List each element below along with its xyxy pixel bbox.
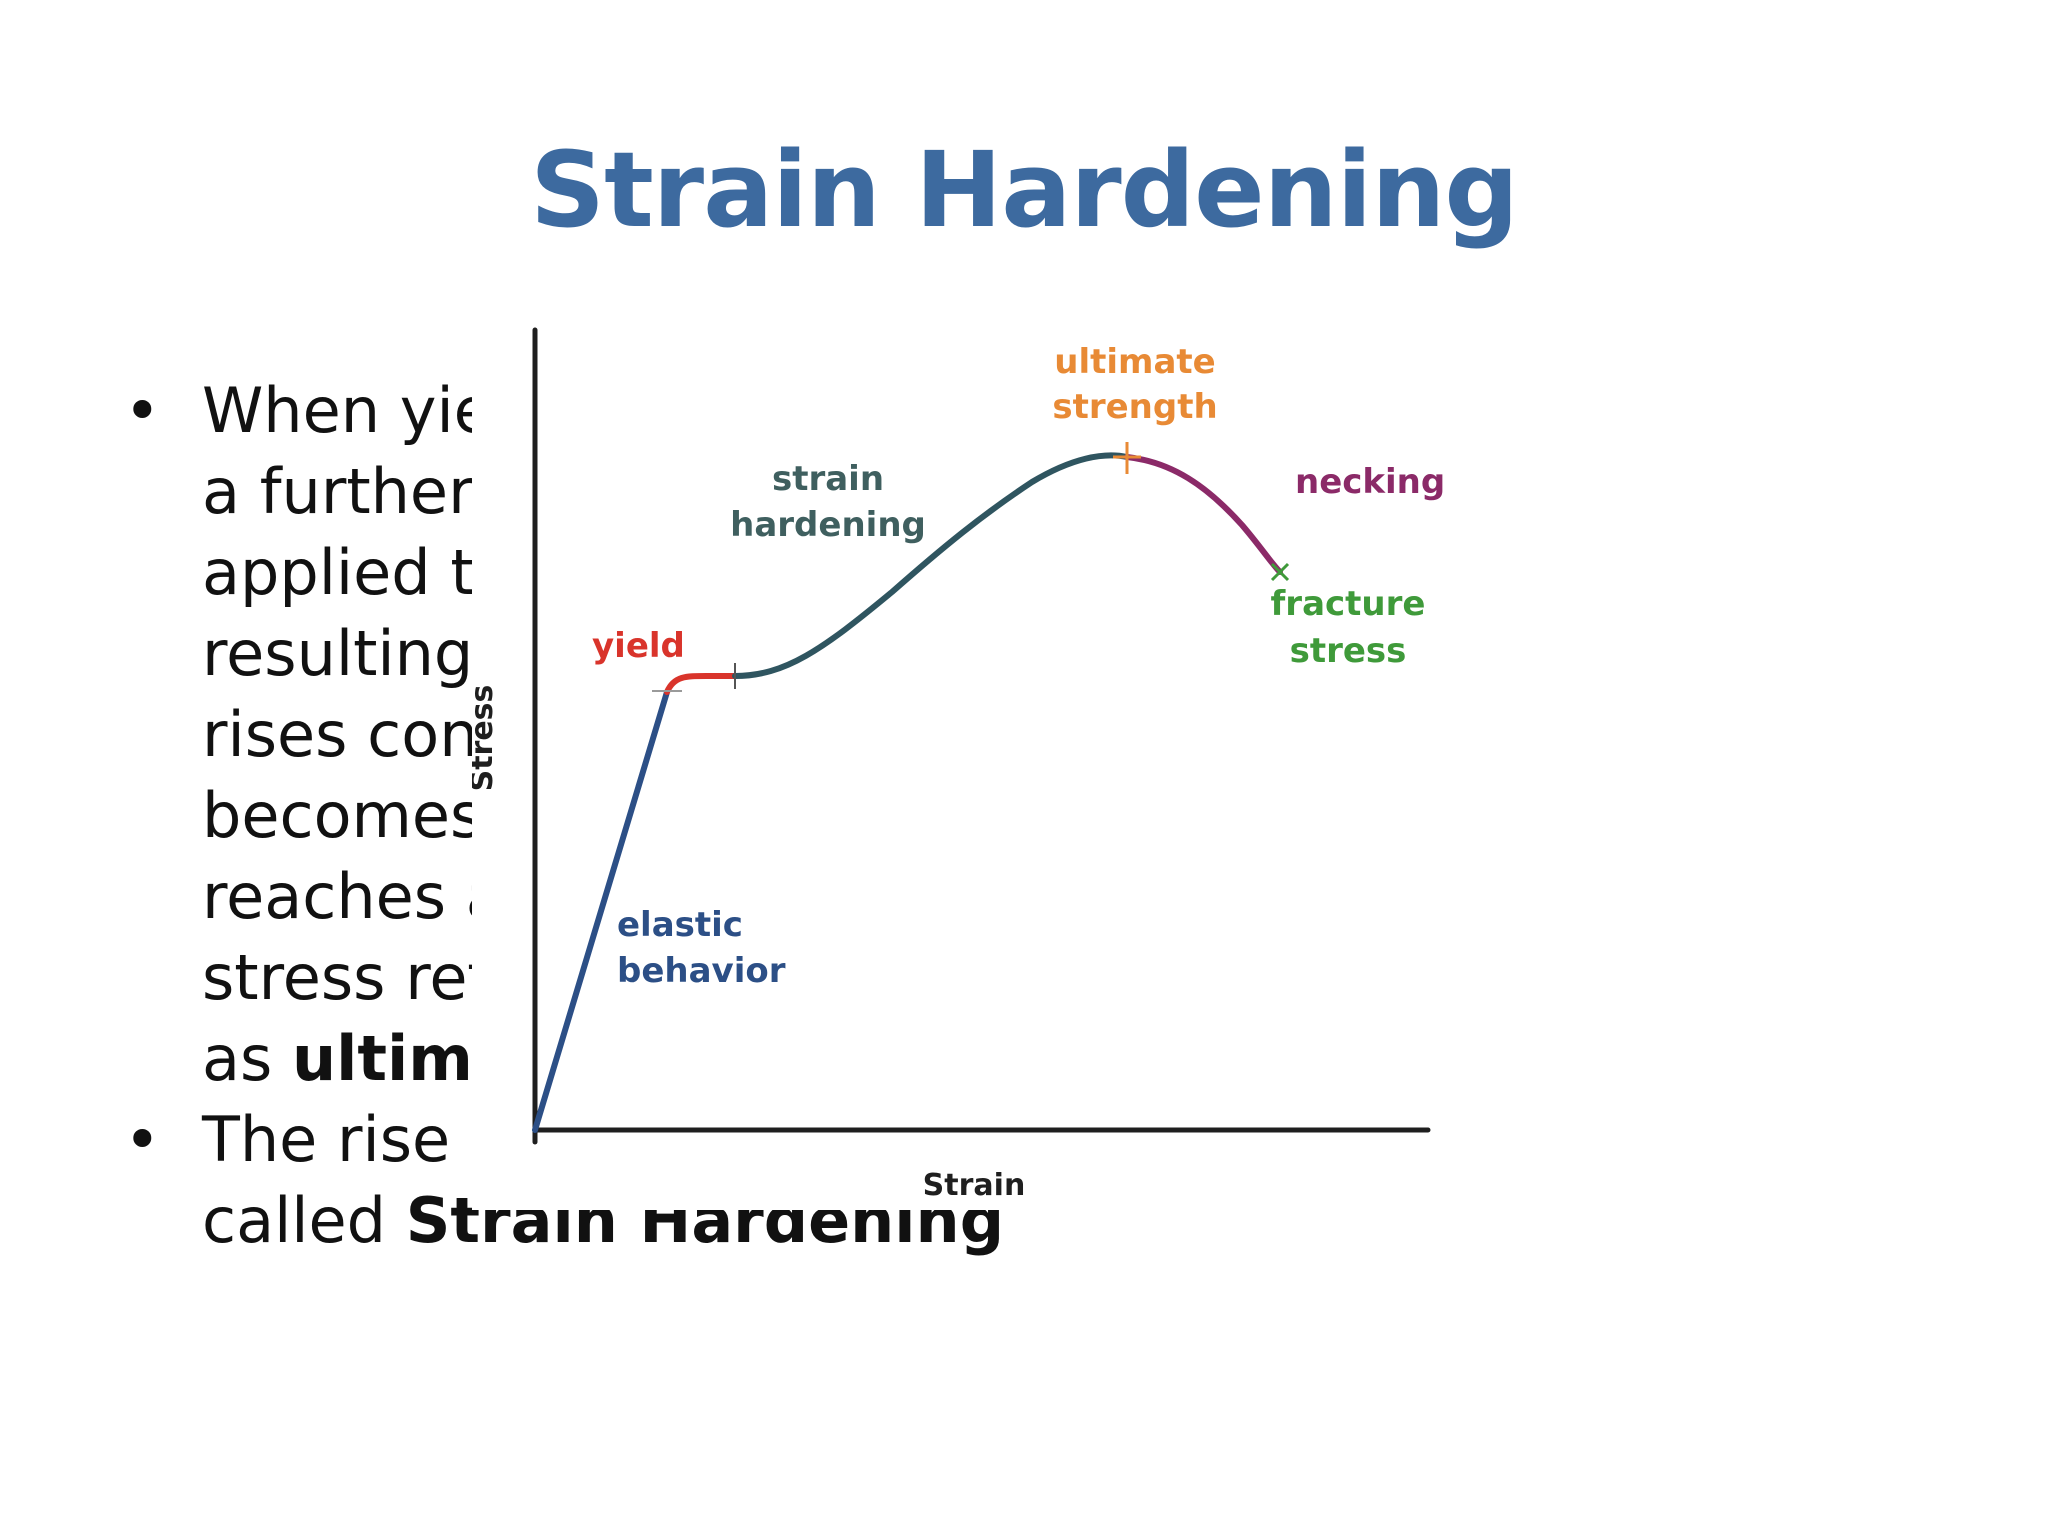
elastic-label-line-1: elastic: [617, 905, 743, 945]
slide-title: Strain Hardening: [530, 129, 1519, 251]
stress-strain-diagram: Stress Strain elastic behavior yield str…: [472, 310, 1482, 1210]
necking-segment: [1124, 454, 1283, 575]
strain-hardening-label-line-2: hardening: [730, 505, 926, 545]
yield-segment: [664, 673, 738, 695]
x-axis-label: Strain: [923, 1168, 1026, 1203]
necking-label-line-1: necking: [1295, 462, 1445, 502]
bullet-line: stress ref: [202, 937, 1024, 1018]
fracture-stress-label: fracture stress: [1271, 584, 1426, 671]
elastic-segment: [532, 689, 670, 1133]
bullet-text: applied t: [202, 536, 475, 609]
fracture-stress-label-line-2: stress: [1290, 631, 1407, 671]
yield-label-line-1: yield: [592, 626, 685, 666]
fracture-marker-b: [1270, 562, 1290, 582]
elastic-behavior-label: elastic behavior: [617, 905, 786, 991]
bullet-dot-icon: •: [124, 1103, 161, 1176]
bullet-line: reaches a: [202, 856, 1024, 937]
strain-hardening-label-line-1: strain: [772, 459, 884, 499]
bullet-line: resulting: [202, 613, 1024, 694]
ultimate-strength-label-line-2: strength: [1052, 387, 1217, 427]
bullet-text: reaches a: [202, 860, 504, 933]
bullet-text: When yie: [202, 374, 492, 447]
stress-strain-svg: Stress Strain elastic behavior yield str…: [472, 327, 1445, 1203]
bullet-text: rises con: [202, 698, 479, 771]
fracture-stress-label-line-1: fracture: [1271, 584, 1426, 624]
bullet-line: a further: [202, 451, 1024, 532]
bullet-text: as: [202, 1022, 293, 1095]
bullet-line: The rise i: [202, 1099, 1024, 1180]
bullet-line: rises con: [202, 694, 1024, 775]
elastic-label-line-2: behavior: [617, 951, 786, 991]
bullet-text: becomes: [202, 779, 483, 852]
strain-hardening-segment: [732, 452, 1130, 679]
bullet-line: When yie: [202, 370, 1024, 451]
bullet-dot-icon: •: [124, 374, 161, 447]
bullet-item: • When yie a further applied t resulting rise…: [124, 370, 1024, 1099]
ultimate-strength-label-line-1: ultimate: [1054, 342, 1215, 382]
bullet-text: resulting: [202, 617, 474, 690]
bullet-text: The rise i: [202, 1103, 488, 1176]
bullet-text: called: [202, 1184, 406, 1257]
ultimate-strength-label: ultimate strength: [1052, 342, 1217, 427]
bullet-line: becomes: [202, 775, 1024, 856]
bullet-text: a further: [202, 455, 474, 528]
necking-label: necking: [1295, 462, 1445, 502]
bullet-list: • When yie a further applied t resulting rise…: [124, 370, 1024, 1261]
bullet-line: applied t: [202, 532, 1024, 613]
strain-hardening-label: strain hardening: [730, 459, 926, 545]
bullet-text: stress ref: [202, 941, 490, 1014]
y-axis-label: Stress: [472, 685, 500, 792]
yield-label: yield: [592, 626, 685, 666]
